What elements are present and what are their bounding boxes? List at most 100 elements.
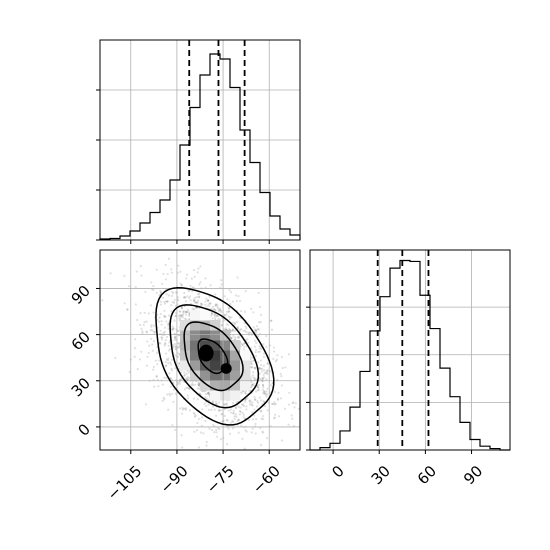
scatter-point bbox=[259, 359, 263, 362]
scatter-point bbox=[257, 350, 260, 353]
scatter-point bbox=[218, 401, 221, 404]
scatter-point bbox=[229, 291, 233, 294]
scatter-point bbox=[205, 440, 208, 444]
density-cell bbox=[200, 310, 211, 321]
scatter-point bbox=[195, 301, 199, 304]
scatter-point bbox=[253, 377, 256, 380]
scatter-point bbox=[233, 330, 237, 333]
scatter-point bbox=[167, 294, 171, 297]
scatter-point bbox=[196, 398, 199, 401]
scatter-point bbox=[260, 313, 263, 316]
scatter-point bbox=[164, 338, 167, 342]
scatter-point bbox=[252, 371, 255, 374]
scatter-point bbox=[212, 423, 215, 427]
scatter-point bbox=[213, 313, 216, 316]
scatter-point bbox=[254, 329, 257, 332]
scatter-point bbox=[245, 408, 248, 411]
density-cell bbox=[200, 380, 211, 391]
scatter-point bbox=[198, 292, 201, 295]
scatter-point bbox=[244, 390, 247, 393]
scatter-point bbox=[171, 392, 174, 395]
scatter-point bbox=[220, 311, 223, 314]
scatter-point bbox=[174, 367, 177, 370]
scatter-point bbox=[198, 381, 201, 384]
scatter-point bbox=[206, 392, 209, 396]
scatter-point bbox=[252, 359, 255, 362]
scatter-point bbox=[253, 345, 257, 348]
scatter-point bbox=[258, 344, 261, 348]
scatter-point bbox=[167, 324, 170, 327]
density-cell bbox=[200, 330, 211, 341]
scatter-point bbox=[206, 299, 210, 302]
scatter-point bbox=[250, 363, 254, 366]
scatter-point bbox=[225, 313, 228, 316]
scatter-point bbox=[231, 401, 235, 405]
scatter-point bbox=[172, 345, 175, 348]
scatter-point bbox=[199, 304, 203, 307]
scatter-point bbox=[165, 300, 168, 303]
scatter-point bbox=[239, 410, 242, 414]
scatter-point bbox=[152, 368, 155, 371]
scatter-point bbox=[201, 408, 204, 411]
scatter-point bbox=[256, 385, 259, 388]
scatter-point bbox=[227, 310, 231, 313]
scatter-point bbox=[245, 405, 248, 408]
scatter-point bbox=[265, 395, 268, 398]
scatter-point bbox=[272, 357, 275, 361]
scatter-point bbox=[152, 339, 156, 343]
scatter-point bbox=[211, 405, 215, 408]
scatter-point bbox=[152, 288, 155, 292]
scatter-point bbox=[160, 323, 163, 326]
scatter-point bbox=[193, 299, 196, 303]
scatter-point bbox=[213, 408, 216, 411]
scatter-point bbox=[220, 279, 223, 282]
scatter-point bbox=[223, 414, 226, 418]
scatter-point bbox=[188, 295, 192, 298]
scatter-point bbox=[249, 362, 253, 365]
scatter-point bbox=[255, 418, 258, 421]
hist-param-1-ticks bbox=[306, 306, 473, 454]
scatter-point bbox=[150, 324, 153, 327]
scatter-point bbox=[262, 391, 265, 395]
density-peak bbox=[198, 344, 214, 362]
scatter-point bbox=[163, 376, 166, 380]
scatter-point bbox=[216, 307, 220, 310]
density-cell bbox=[200, 370, 211, 381]
scatter-point bbox=[207, 299, 210, 302]
scatter-point bbox=[180, 307, 184, 310]
scatter-point bbox=[165, 358, 168, 361]
hist-param-1-steps bbox=[310, 259, 510, 451]
scatter-point bbox=[232, 321, 235, 324]
scatter-point bbox=[210, 312, 213, 315]
scatter-point bbox=[134, 285, 137, 289]
scatter-point bbox=[193, 298, 196, 301]
scatter-point bbox=[197, 382, 200, 385]
scatter-point bbox=[230, 337, 233, 340]
density-cell bbox=[210, 370, 221, 381]
scatter-point bbox=[245, 327, 248, 330]
scatter-point bbox=[183, 317, 187, 320]
scatter-point bbox=[233, 321, 237, 325]
scatter-point bbox=[146, 355, 149, 358]
scatter-point bbox=[236, 336, 239, 339]
scatter-point bbox=[241, 437, 244, 440]
scatter-point bbox=[243, 391, 247, 394]
scatter-point bbox=[213, 317, 217, 320]
scatter-point bbox=[159, 290, 162, 293]
scatter-point bbox=[171, 328, 174, 332]
scatter-point bbox=[233, 323, 237, 326]
scatter-point bbox=[279, 372, 282, 375]
density-cell bbox=[230, 340, 241, 351]
scatter-point bbox=[209, 307, 213, 310]
scatter-point bbox=[280, 439, 284, 442]
scatter-point bbox=[217, 409, 221, 412]
scatter-point bbox=[180, 314, 183, 317]
scatter-point bbox=[263, 392, 266, 395]
scatter-point bbox=[165, 364, 168, 367]
scatter-point bbox=[152, 365, 155, 368]
scatter-point bbox=[179, 315, 182, 318]
density-grid bbox=[100, 250, 300, 450]
scatter-point bbox=[187, 313, 190, 316]
scatter-point bbox=[237, 405, 240, 408]
